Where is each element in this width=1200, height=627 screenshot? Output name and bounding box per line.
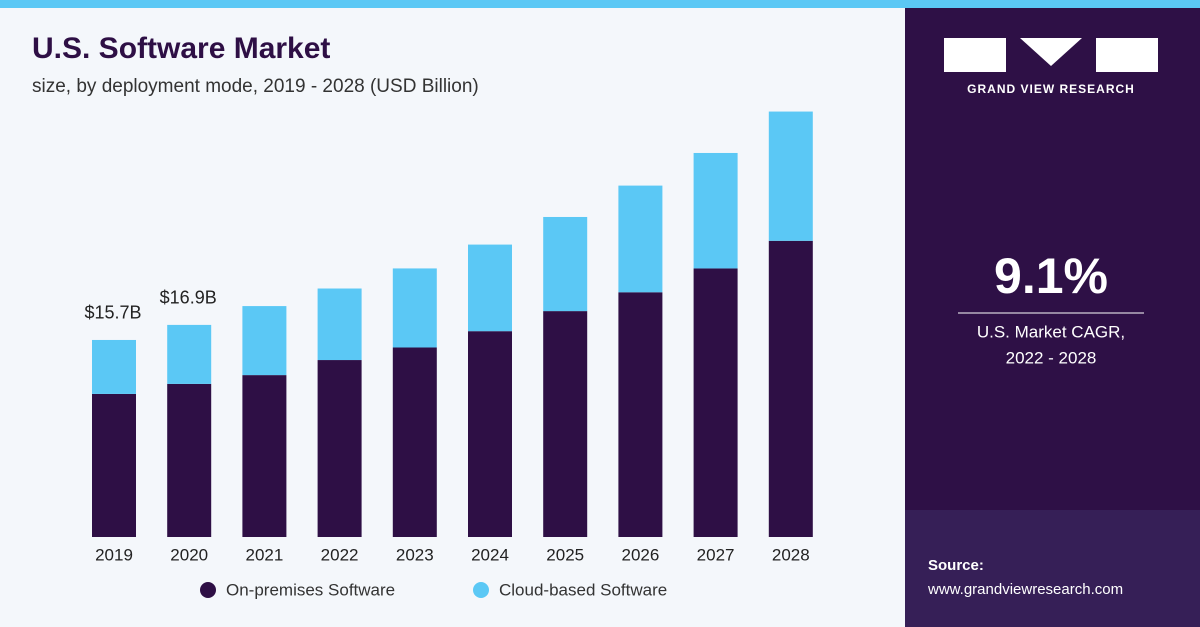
x-tick-label: 2022 [321, 545, 359, 564]
top-stripe [0, 0, 1200, 8]
logo-v [1020, 38, 1082, 66]
bar-segment [92, 339, 136, 394]
data-label: $16.9B [160, 288, 217, 308]
bar-segment [618, 185, 663, 293]
logo-g [944, 38, 1006, 72]
legend-label: On-premises Software [226, 580, 395, 599]
bar-segment [167, 383, 212, 537]
x-tick-label: 2024 [471, 545, 509, 564]
x-tick-label: 2028 [772, 545, 810, 564]
cagr-value: 9.1% [994, 248, 1108, 304]
chart-subtitle: size, by deployment mode, 2019 - 2028 (U… [32, 76, 479, 97]
bar-segment [768, 240, 813, 537]
bar-segment [543, 311, 588, 537]
legend-marker [200, 582, 216, 598]
bar-segment [768, 111, 813, 241]
source-title: Source: [928, 557, 984, 574]
bar-segment [693, 268, 738, 537]
x-tick-label: 2021 [245, 545, 283, 564]
bar-segment [468, 244, 512, 332]
bar-segment [242, 306, 287, 376]
bar-segment [92, 393, 136, 537]
bar-segment [543, 216, 588, 312]
x-tick-label: 2027 [697, 545, 735, 564]
legend-label: Cloud-based Software [499, 580, 667, 599]
bar-segment [392, 268, 437, 348]
bar-segment [468, 331, 512, 537]
chart-title: U.S. Software Market [32, 32, 330, 65]
x-tick-label: 2023 [396, 545, 434, 564]
logo [944, 38, 1158, 72]
x-tick-label: 2019 [95, 545, 133, 564]
legend-marker [473, 582, 489, 598]
data-label: $15.7B [84, 303, 141, 323]
bar-segment [317, 360, 362, 537]
x-tick-label: 2025 [546, 545, 584, 564]
panel-texture [905, 510, 1200, 627]
bar-segment [618, 292, 663, 537]
x-tick-label: 2026 [621, 545, 659, 564]
logo-r [1096, 38, 1158, 72]
bar-segment [317, 288, 362, 361]
cagr-label: 2022 - 2028 [1006, 348, 1097, 367]
x-tick-label: 2020 [170, 545, 208, 564]
source-url: www.grandviewresearch.com [927, 581, 1123, 598]
bar-segment [167, 324, 212, 384]
bar-segment [693, 152, 738, 269]
brand: GRAND VIEW RESEARCH [967, 82, 1135, 96]
bar-segment [392, 347, 437, 537]
bar-segment [242, 375, 287, 537]
cagr-label: U.S. Market CAGR, [977, 322, 1125, 341]
